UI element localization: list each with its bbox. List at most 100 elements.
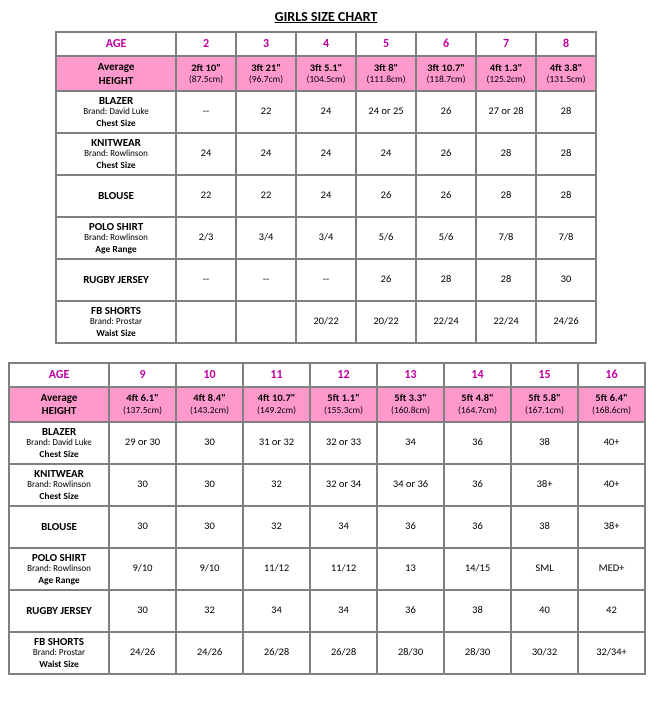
- height-header: 5ft 3.3"(160.8cm): [377, 387, 444, 421]
- size-cell: [176, 301, 236, 343]
- row-label: POLO SHIRTBrand: RowlinsonAge Range: [56, 217, 176, 259]
- size-cell: 24/26: [536, 301, 596, 343]
- height-header: 4ft 3.8"(131.5cm): [536, 56, 596, 90]
- size-cell: 42: [578, 590, 645, 632]
- size-cell: 22/24: [416, 301, 476, 343]
- age-header: 11: [243, 363, 310, 387]
- size-cell: 26: [356, 175, 416, 217]
- age-header: 15: [511, 363, 578, 387]
- size-cell: 34: [377, 422, 444, 464]
- size-cell: 31 or 32: [243, 422, 310, 464]
- size-cell: 32/34+: [578, 632, 645, 674]
- size-cell: 30: [536, 259, 596, 301]
- age-header: 9: [109, 363, 176, 387]
- height-header: 5ft 5.8"(167.1cm): [511, 387, 578, 421]
- row-label: KNITWEARBrand: RowlinsonChest Size: [9, 464, 109, 506]
- size-cell: 11/12: [243, 548, 310, 590]
- size-cell: 22: [236, 91, 296, 133]
- age-header: 10: [176, 363, 243, 387]
- size-cell: 26/28: [243, 632, 310, 674]
- size-cell: 38: [511, 506, 578, 548]
- size-cell: 26: [416, 91, 476, 133]
- size-cell: 28: [476, 175, 536, 217]
- size-cell: 24: [296, 91, 356, 133]
- age-header: 7: [476, 32, 536, 56]
- size-cell: 34: [310, 590, 377, 632]
- height-header: 3ft 10.7"(118.7cm): [416, 56, 476, 90]
- size-cell: 32 or 34: [310, 464, 377, 506]
- size-cell: 24: [296, 133, 356, 175]
- size-cell: 38+: [578, 506, 645, 548]
- size-cell: --: [176, 259, 236, 301]
- height-header: 4ft 8.4"(143.2cm): [176, 387, 243, 421]
- size-cell: 32: [176, 590, 243, 632]
- size-cell: MED+: [578, 548, 645, 590]
- row-label: BLOUSE: [9, 506, 109, 548]
- size-cell: 27 or 28: [476, 91, 536, 133]
- size-cell: 30: [176, 464, 243, 506]
- size-cell: 32: [243, 464, 310, 506]
- size-cell: 28/30: [444, 632, 511, 674]
- row-label: FB SHORTSBrand: ProstarWaist Size: [56, 301, 176, 343]
- size-cell: 36: [377, 590, 444, 632]
- height-header: 4ft 1.3"(125.2cm): [476, 56, 536, 90]
- height-header: 5ft 1.1"(155.3cm): [310, 387, 377, 421]
- size-cell: 28/30: [377, 632, 444, 674]
- size-cell: 36: [444, 422, 511, 464]
- height-header: 4ft 10.7"(149.2cm): [243, 387, 310, 421]
- size-cell: 28: [536, 91, 596, 133]
- size-cell: 32 or 33: [310, 422, 377, 464]
- size-cell: 9/10: [176, 548, 243, 590]
- age-header: 14: [444, 363, 511, 387]
- size-cell: 38+: [511, 464, 578, 506]
- height-header: 3ft 8"(111.8cm): [356, 56, 416, 90]
- size-cell: 24: [176, 133, 236, 175]
- size-cell: 36: [444, 464, 511, 506]
- row-label: RUGBY JERSEY: [56, 259, 176, 301]
- size-cell: 28: [416, 259, 476, 301]
- row-label: POLO SHIRTBrand: RowlinsonAge Range: [9, 548, 109, 590]
- size-cell: 2/3: [176, 217, 236, 259]
- row-label: FB SHORTSBrand: ProstarWaist Size: [9, 632, 109, 674]
- size-cell: 5/6: [356, 217, 416, 259]
- t2-body: AGE910111213141516AverageHEIGHT4ft 6.1"(…: [9, 363, 645, 674]
- size-cell: 34: [310, 506, 377, 548]
- age-header: 12: [310, 363, 377, 387]
- size-cell: 28: [476, 259, 536, 301]
- age-header: 16: [578, 363, 645, 387]
- size-cell: 3/4: [296, 217, 356, 259]
- size-cell: 24/26: [176, 632, 243, 674]
- chart-title: GIRLS SIZE CHART: [8, 8, 644, 25]
- row-label: BLOUSE: [56, 175, 176, 217]
- size-cell: SML: [511, 548, 578, 590]
- size-cell: 26: [416, 175, 476, 217]
- size-cell: 5/6: [416, 217, 476, 259]
- size-cell: 30/32: [511, 632, 578, 674]
- size-cell: 24/26: [109, 632, 176, 674]
- size-cell: 22/24: [476, 301, 536, 343]
- size-cell: 24: [236, 133, 296, 175]
- size-cell: 30: [176, 422, 243, 464]
- size-cell: 11/12: [310, 548, 377, 590]
- size-cell: 24 or 25: [356, 91, 416, 133]
- size-cell: 9/10: [109, 548, 176, 590]
- age-header: 4: [296, 32, 356, 56]
- height-header: 3ft 21"(96.7cm): [236, 56, 296, 90]
- size-cell: 40: [511, 590, 578, 632]
- size-cell: 28: [536, 175, 596, 217]
- size-cell: 7/8: [536, 217, 596, 259]
- size-cell: 30: [109, 464, 176, 506]
- size-cell: --: [296, 259, 356, 301]
- height-header: 5ft 4.8"(164.7cm): [444, 387, 511, 421]
- size-cell: 28: [476, 133, 536, 175]
- size-cell: 24: [356, 133, 416, 175]
- age-label: AGE: [56, 32, 176, 56]
- height-header: 3ft 5.1"(104.5cm): [296, 56, 356, 90]
- age-header: 2: [176, 32, 236, 56]
- age-header: 13: [377, 363, 444, 387]
- row-label: RUGBY JERSEY: [9, 590, 109, 632]
- size-cell: 26: [356, 259, 416, 301]
- size-cell: 40+: [578, 422, 645, 464]
- size-cell: --: [176, 91, 236, 133]
- size-cell: 13: [377, 548, 444, 590]
